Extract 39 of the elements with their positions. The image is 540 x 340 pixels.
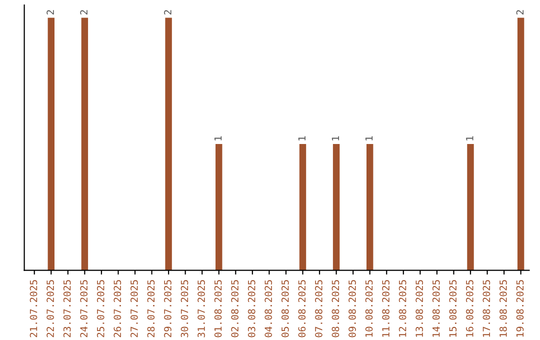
- x-tick-label: 22.07.2025: [46, 280, 54, 338]
- data-label: 2: [164, 10, 172, 14]
- data-label: 2: [46, 10, 54, 14]
- x-tick-label: 18.08.2025: [500, 280, 507, 337]
- x-tick-label: 05.08.2025: [281, 280, 289, 338]
- x-tick-label: 30.07.2025: [180, 280, 188, 338]
- x-tick-label: 12.08.2025: [398, 280, 406, 337]
- x-tick-label: 23.07.2025: [63, 280, 71, 338]
- x-tick-label: 13.08.2025: [416, 280, 424, 337]
- x-tick-label: 03.08.2025: [248, 280, 256, 338]
- x-tick-label: 31.07.2025: [198, 280, 205, 338]
- x-tick-label: 21.07.2025: [30, 280, 38, 338]
- data-label: 2: [80, 10, 88, 14]
- x-tick-label: 25.07.2025: [96, 280, 104, 338]
- data-label: 1: [466, 136, 474, 140]
- data-label: 1: [214, 136, 222, 140]
- x-tick-label: 07.08.2025: [315, 280, 322, 338]
- x-tick-label: 02.08.2025: [231, 280, 238, 338]
- x-tick-label: 09.08.2025: [348, 280, 356, 338]
- x-tick-label: 28.07.2025: [147, 280, 155, 338]
- x-tick-label: 15.08.2025: [449, 280, 457, 337]
- x-tick-label: 26.07.2025: [114, 280, 122, 338]
- x-tick-label: 11.08.2025: [382, 280, 390, 337]
- x-tick-label: 08.08.2025: [332, 280, 340, 338]
- data-label: 1: [365, 136, 373, 140]
- x-tick-label: 10.08.2025: [365, 280, 373, 337]
- x-tick-label: 17.08.2025: [482, 280, 490, 337]
- data-label: 1: [332, 136, 340, 140]
- x-tick-label: 01.08.2025: [214, 280, 222, 338]
- data-label: 1: [298, 136, 306, 140]
- x-tick-label: 24.07.2025: [80, 280, 88, 338]
- x-tick-label: 14.08.2025: [432, 280, 440, 337]
- x-tick-label: 27.07.2025: [130, 280, 138, 338]
- x-tick-label: 06.08.2025: [298, 280, 306, 338]
- data-label: 2: [516, 10, 524, 14]
- x-tick-label: 04.08.2025: [264, 280, 272, 338]
- x-tick-label: 16.08.2025: [466, 280, 474, 337]
- x-tick-label: 29.07.2025: [164, 280, 172, 338]
- x-tick-label: 19.08.2025: [516, 280, 524, 337]
